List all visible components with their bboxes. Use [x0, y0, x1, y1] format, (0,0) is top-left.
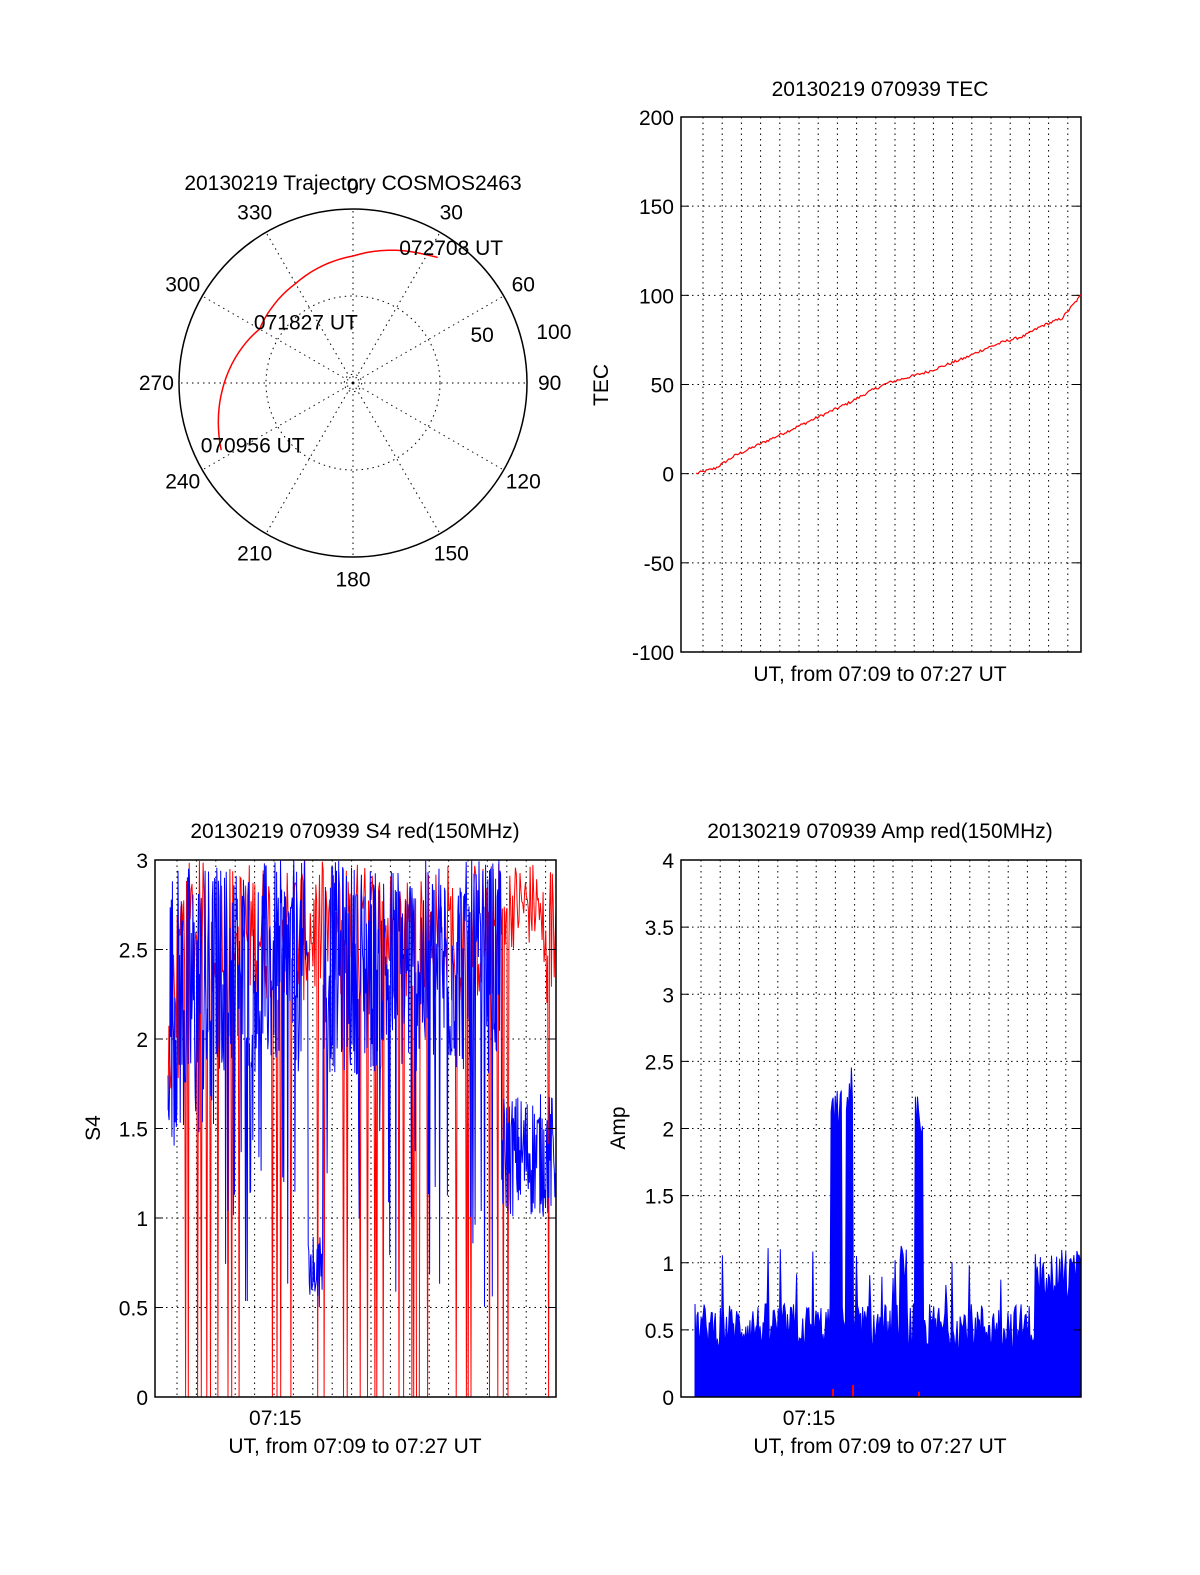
y-tick-label: 150 — [639, 196, 674, 219]
s4-xlabel: UT, from 07:09 to 07:27 UT — [228, 1435, 481, 1458]
polar-angle-tick-label: 240 — [165, 470, 200, 493]
x-tick-label: 07:15 — [249, 1407, 302, 1430]
y-tick-label: 200 — [639, 107, 674, 130]
polar-spoke — [352, 295, 504, 384]
polar-angle-tick-label: 90 — [538, 372, 561, 395]
y-tick-label: 100 — [639, 285, 674, 308]
y-tick-label: 4 — [662, 850, 674, 873]
y-tick-label: 0 — [662, 1387, 674, 1410]
polar-radial-tick-label: 50 — [470, 324, 493, 347]
tec-series-line — [695, 294, 1082, 475]
trajectory-time-annotation: 070956 UT — [201, 435, 305, 458]
y-tick-label: 3 — [136, 850, 148, 873]
y-tick-label: 50 — [651, 375, 674, 398]
tec-xlabel: UT, from 07:09 to 07:27 UT — [753, 663, 1006, 686]
polar-angle-tick-label: 180 — [335, 569, 370, 592]
y-tick-label: 0.5 — [645, 1320, 674, 1343]
polar-angle-tick-label: 30 — [440, 202, 463, 225]
y-tick-label: 2 — [662, 1119, 674, 1142]
tec-chart: 20130219 070939 TEC 200150100500-50-100 … — [590, 78, 1082, 686]
trajectory-line — [217, 249, 438, 451]
y-tick-label: -50 — [644, 553, 674, 576]
polar-radial-tick-label: 100 — [536, 321, 571, 344]
s4-blue-series — [167, 860, 557, 1308]
trajectory-time-annotation: 072708 UT — [399, 237, 503, 260]
y-tick-label: 3.5 — [645, 917, 674, 940]
polar-angle-tick-label: 150 — [434, 542, 469, 565]
polar-spoke — [202, 295, 354, 384]
s4-ylabel: S4 — [82, 1115, 105, 1141]
amp-ylabel: Amp — [607, 1106, 630, 1149]
polar-angle-tick-label: 210 — [237, 542, 272, 565]
amp-blue-series — [694, 1067, 1082, 1398]
s4-title: 20130219 070939 S4 red(150MHz) — [190, 820, 519, 843]
polar-angle-tick-label: 120 — [506, 470, 541, 493]
tec-title: 20130219 070939 TEC — [772, 78, 989, 101]
polar-spoke — [265, 382, 354, 534]
y-tick-label: 0 — [136, 1387, 148, 1410]
polar-angle-tick-label: 0 — [347, 175, 359, 198]
polar-angle-tick-label: 330 — [237, 202, 272, 225]
y-tick-label: 2.5 — [119, 940, 148, 963]
y-tick-label: -100 — [632, 642, 674, 665]
x-tick-label: 07:15 — [783, 1407, 836, 1430]
polar-spoke — [352, 382, 504, 471]
polar-radial-grid-circle — [265, 295, 441, 471]
s4-chart: 20130219 070939 S4 red(150MHz) 3 2.5 2 1.5 1… — [82, 820, 557, 1458]
tec-ylabel: TEC — [590, 364, 613, 406]
y-tick-label: 2 — [136, 1029, 148, 1052]
polar-outer-circle — [178, 208, 528, 558]
y-tick-label: 0 — [662, 464, 674, 487]
polar-title: 20130219 Trajectory COSMOS2463 — [184, 172, 521, 195]
polar-angle-tick-label: 270 — [139, 372, 174, 395]
y-tick-label: 1.5 — [119, 1119, 148, 1142]
polar-spoke — [202, 382, 354, 471]
amp-title: 20130219 070939 Amp red(150MHz) — [707, 820, 1053, 843]
polar-angle-tick-label: 300 — [165, 274, 200, 297]
polar-spoke — [265, 232, 354, 384]
y-tick-label: 1 — [662, 1253, 674, 1276]
amp-chart: 20130219 070939 Amp red(150MHz) 4 3.5 3 2.5… — [607, 820, 1082, 1458]
y-tick-label: 1.5 — [645, 1186, 674, 1209]
polar-angle-tick-label: 60 — [512, 274, 535, 297]
y-tick-label: 1 — [136, 1208, 148, 1231]
y-tick-label: 3 — [662, 984, 674, 1007]
amp-xlabel: UT, from 07:09 to 07:27 UT — [753, 1435, 1006, 1458]
y-tick-label: 2.5 — [645, 1051, 674, 1074]
trajectory-polar-chart: 20130219 Trajectory COSMOS2463 0 30 60 90 12… — [139, 172, 572, 592]
y-tick-label: 0.5 — [119, 1298, 148, 1321]
trajectory-time-annotation: 071827 UT — [254, 312, 358, 335]
tec-plot-frame — [680, 116, 1082, 653]
polar-spoke — [352, 382, 441, 534]
polar-spoke — [352, 232, 441, 384]
polar-radial-grid-circle — [343, 373, 363, 393]
